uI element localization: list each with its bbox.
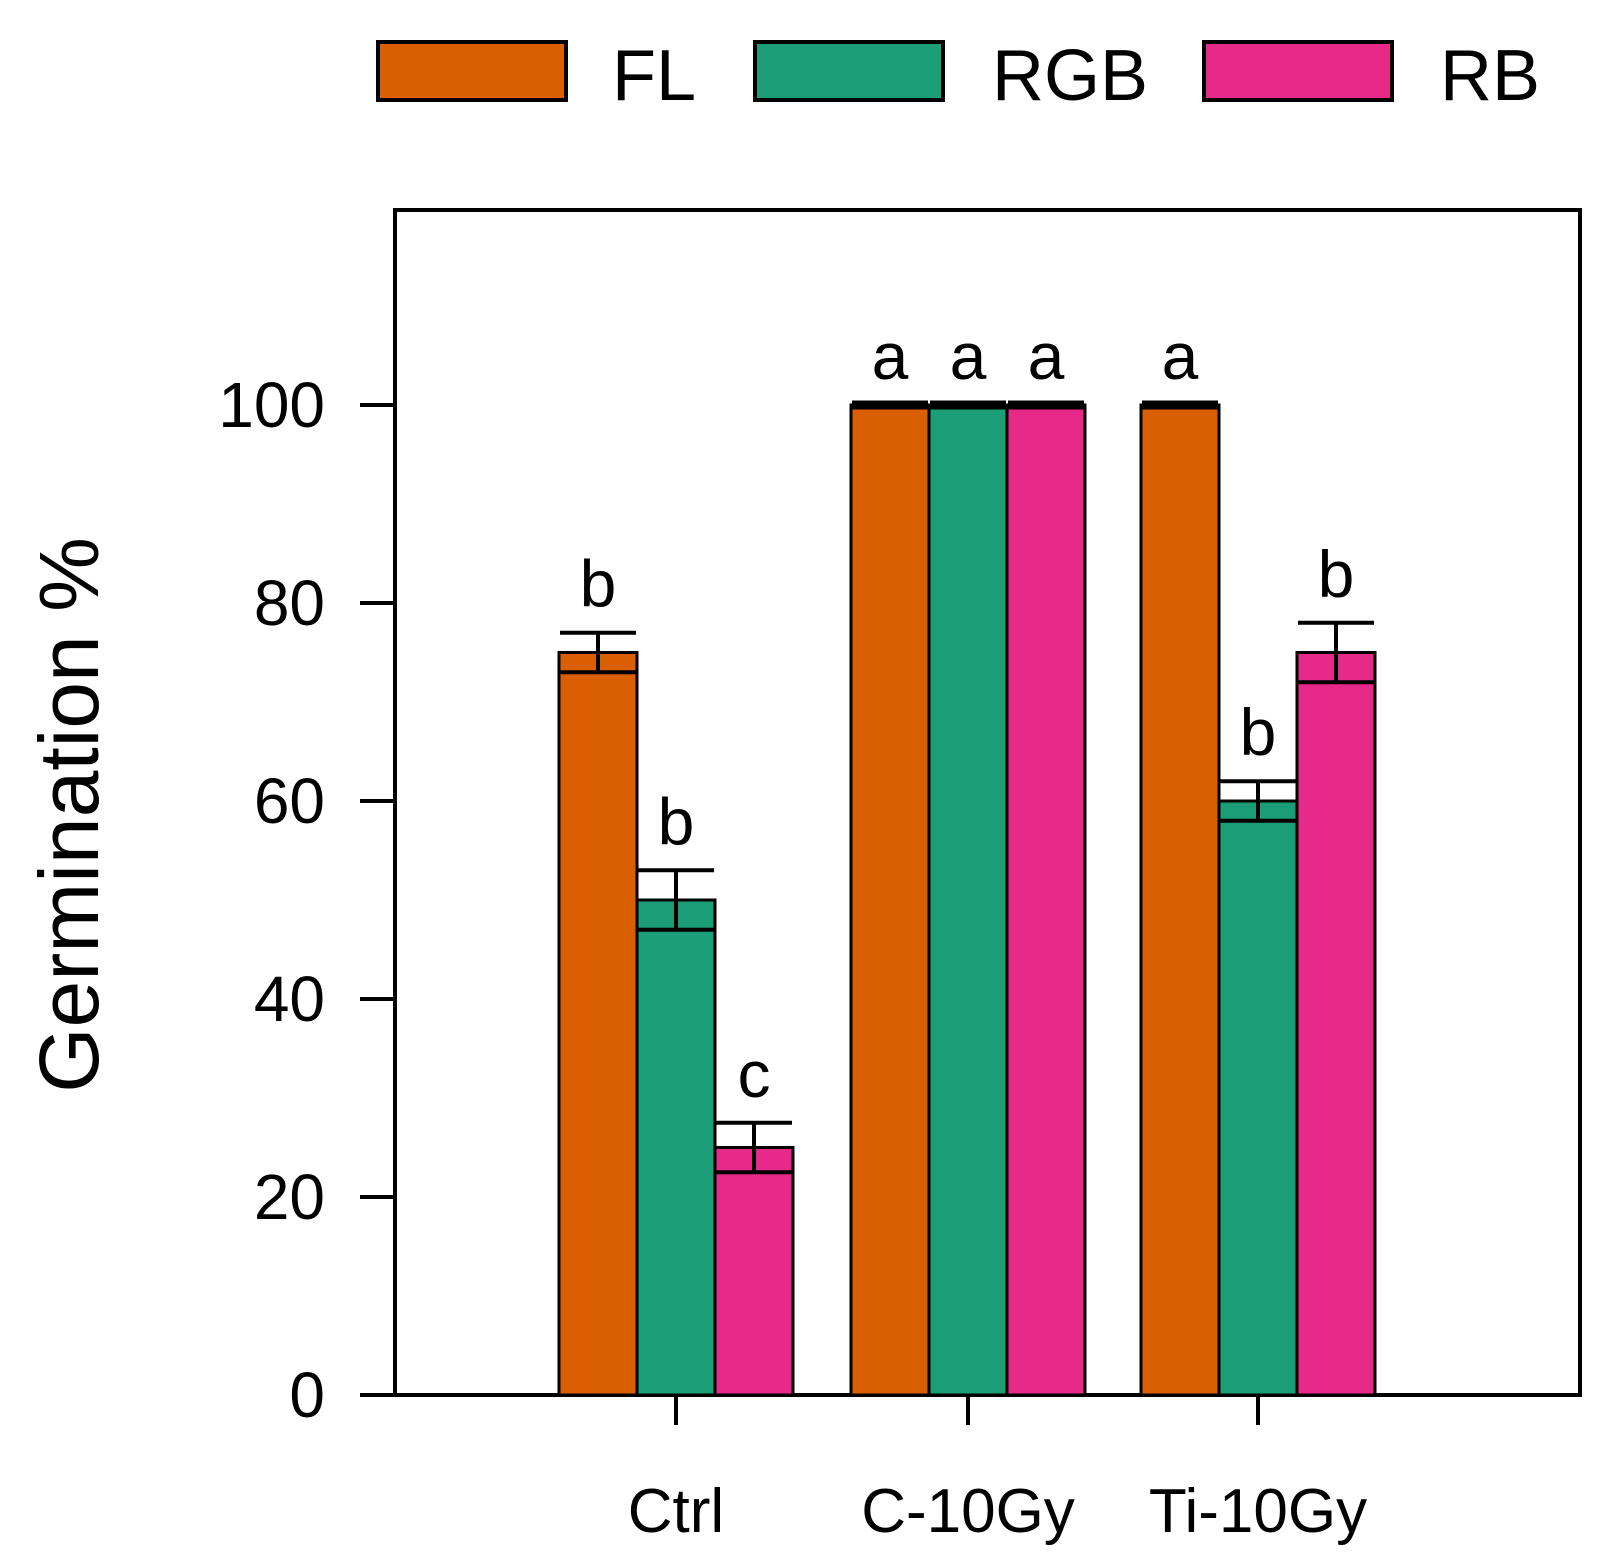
bar-rgb-c-10gy [927, 403, 1009, 1397]
bar-rb-ctrl [713, 1146, 795, 1397]
y-tick-label: 0 [289, 1359, 325, 1431]
x-axis: Ctrl C-10Gy Ti-10Gy [628, 1395, 1367, 1546]
bar-fl-ctrl [557, 651, 639, 1397]
bar-rb-c-10gy [1005, 403, 1087, 1397]
legend-swatch-fl [376, 40, 568, 102]
y-tick-label: 100 [218, 369, 325, 441]
y-tick-label: 20 [254, 1161, 325, 1233]
significance-letter: c [738, 1037, 771, 1111]
significance-letter: a [950, 319, 987, 393]
legend-label-rb: RB [1440, 36, 1540, 116]
legend: FL RGB RB [376, 36, 1540, 116]
legend-swatch-rgb [753, 40, 945, 102]
significance-letter: b [1240, 695, 1277, 769]
bar-rb-ti-10gy [1295, 651, 1377, 1397]
bar-fl-c-10gy [849, 403, 931, 1397]
y-axis: 0 20 40 60 80 100 [218, 369, 395, 1431]
legend-label-rgb: RGB [992, 36, 1148, 116]
error-bars [560, 400, 1374, 1175]
significance-letter: b [658, 784, 695, 858]
x-tick-label: Ctrl [628, 1477, 724, 1546]
y-tick-label: 80 [254, 567, 325, 639]
significance-letter: b [580, 547, 617, 621]
significance-letter: a [1162, 319, 1199, 393]
legend-label-fl: FL [612, 36, 696, 116]
x-tick-label: Ti-10Gy [1149, 1477, 1367, 1546]
y-tick-label: 40 [254, 963, 325, 1035]
x-tick-label: C-10Gy [861, 1477, 1075, 1546]
significance-letter: a [872, 319, 909, 393]
significance-letter: a [1028, 319, 1065, 393]
y-tick-label: 60 [254, 765, 325, 837]
bars [557, 403, 1377, 1397]
bar-rgb-ctrl [635, 898, 717, 1397]
legend-swatch-rb [1202, 40, 1394, 102]
bar-rgb-ti-10gy [1217, 799, 1299, 1397]
significance-letter: b [1318, 537, 1355, 611]
y-axis-title: Germination % [22, 537, 116, 1093]
bar-fl-ti-10gy [1139, 403, 1221, 1397]
